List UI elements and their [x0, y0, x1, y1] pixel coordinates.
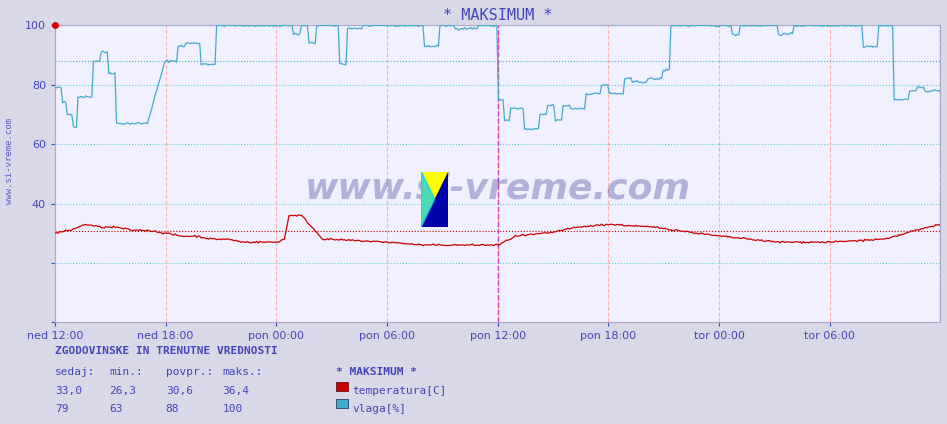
Polygon shape — [421, 172, 448, 227]
Text: * MAKSIMUM *: * MAKSIMUM * — [336, 367, 418, 377]
Text: www.si-vreme.com: www.si-vreme.com — [305, 172, 690, 206]
Text: temperatura[C]: temperatura[C] — [352, 386, 447, 396]
Text: 79: 79 — [55, 404, 68, 414]
Text: min.:: min.: — [109, 367, 143, 377]
Text: maks.:: maks.: — [223, 367, 263, 377]
Title: * MAKSIMUM *: * MAKSIMUM * — [443, 8, 552, 23]
Text: ZGODOVINSKE IN TRENUTNE VREDNOSTI: ZGODOVINSKE IN TRENUTNE VREDNOSTI — [55, 346, 277, 356]
Text: 88: 88 — [166, 404, 179, 414]
Text: www.si-vreme.com: www.si-vreme.com — [5, 118, 14, 204]
Text: sedaj:: sedaj: — [55, 367, 96, 377]
Text: povpr.:: povpr.: — [166, 367, 213, 377]
Text: 36,4: 36,4 — [223, 386, 250, 396]
Text: vlaga[%]: vlaga[%] — [352, 404, 406, 414]
Text: 100: 100 — [223, 404, 242, 414]
Text: 63: 63 — [109, 404, 122, 414]
Polygon shape — [421, 172, 435, 227]
Polygon shape — [421, 172, 448, 227]
Text: 33,0: 33,0 — [55, 386, 82, 396]
Text: 26,3: 26,3 — [109, 386, 136, 396]
Text: 30,6: 30,6 — [166, 386, 193, 396]
